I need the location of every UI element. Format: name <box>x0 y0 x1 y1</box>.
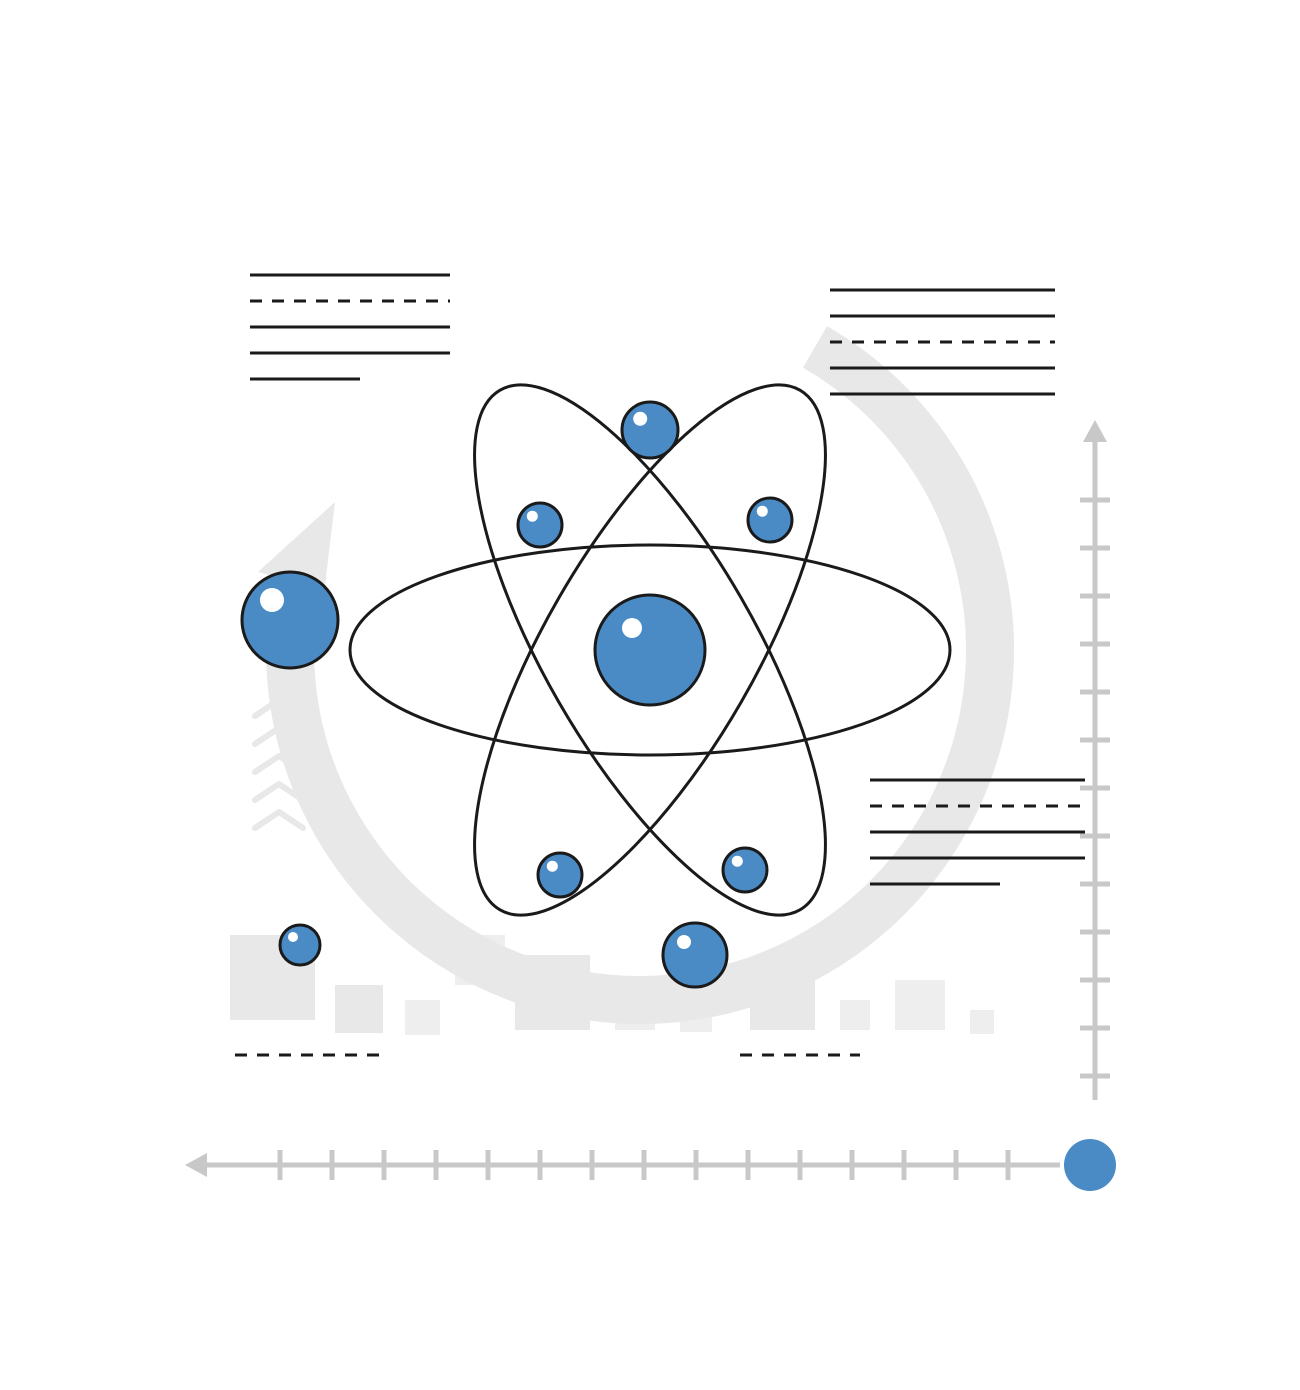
electron-highlight <box>757 506 768 517</box>
y-axis-arrow-icon <box>1083 420 1107 442</box>
x-axis-arrow-icon <box>185 1153 207 1177</box>
atom-electron <box>723 848 767 892</box>
electron-highlight <box>547 861 558 872</box>
electron-highlight <box>633 412 647 426</box>
atom-electron <box>518 503 562 547</box>
bg-square <box>970 1010 994 1034</box>
sphere-highlight <box>288 932 298 942</box>
bg-square <box>335 985 383 1033</box>
sphere-highlight <box>260 588 284 612</box>
bg-square <box>895 980 945 1030</box>
infographic-canvas <box>0 0 1300 1390</box>
bg-square <box>405 1000 440 1035</box>
free-sphere <box>242 572 338 668</box>
atom-electron <box>538 853 582 897</box>
atom-electron <box>748 498 792 542</box>
free-sphere <box>663 923 727 987</box>
atom-nucleus <box>595 595 705 705</box>
chevron-up-icon <box>255 812 303 828</box>
free-sphere <box>1064 1139 1116 1191</box>
nucleus-highlight <box>622 618 642 638</box>
sphere-highlight <box>677 935 691 949</box>
electron-highlight <box>527 511 538 522</box>
electron-highlight <box>732 856 743 867</box>
free-sphere <box>280 925 320 965</box>
bg-square <box>840 1000 870 1030</box>
atom-electron <box>622 402 678 458</box>
